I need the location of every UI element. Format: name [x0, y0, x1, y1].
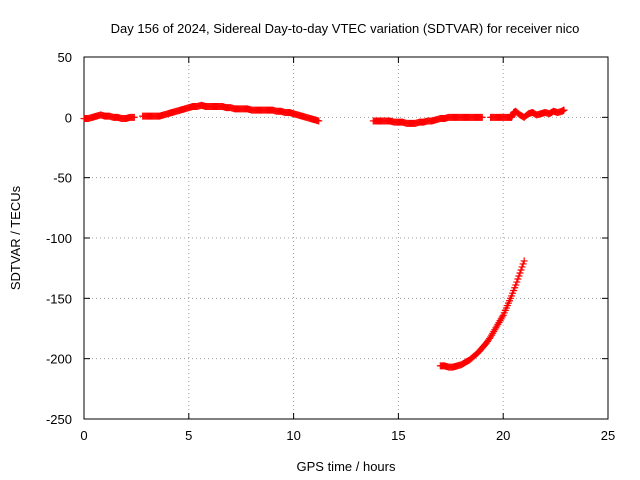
y-tick-label: -150 — [46, 291, 72, 306]
data-point — [515, 272, 523, 280]
data-point — [478, 113, 486, 121]
x-axis-label: GPS time / hours — [297, 459, 396, 474]
data-point — [516, 269, 524, 277]
x-tick-label: 5 — [185, 428, 192, 443]
data-point — [514, 275, 522, 283]
y-tick-label: 50 — [58, 50, 72, 65]
x-tick-label: 0 — [80, 428, 87, 443]
series-segment-4 — [487, 106, 568, 121]
series-segment-2 — [139, 101, 323, 125]
data-point — [512, 281, 520, 289]
chart-title: Day 156 of 2024, Sidereal Day-to-day VTE… — [111, 21, 580, 36]
data-point — [518, 263, 526, 271]
x-tick-label: 25 — [601, 428, 615, 443]
data-point — [130, 113, 138, 121]
y-axis-label: SDTVAR / TECUs — [8, 185, 23, 290]
data-point — [560, 106, 568, 114]
data-point — [315, 117, 323, 125]
x-tick-label: 20 — [496, 428, 510, 443]
y-tick-label: 0 — [65, 110, 72, 125]
data-point — [517, 266, 525, 274]
data-point — [513, 278, 521, 286]
series-segment-5 — [436, 257, 528, 371]
data-points — [80, 101, 568, 371]
data-point — [520, 257, 528, 265]
x-tick-label: 15 — [391, 428, 405, 443]
x-tick-label: 10 — [286, 428, 300, 443]
y-tick-label: -100 — [46, 231, 72, 246]
y-tick-label: -50 — [53, 171, 72, 186]
y-tick-label: -250 — [46, 412, 72, 427]
series-segment-3 — [369, 113, 486, 127]
axis-ticks: 0 5 10 15 20 25 50 0 -50 -100 -150 -200 -250 — [46, 50, 615, 443]
data-point — [519, 260, 527, 268]
y-tick-label: -200 — [46, 352, 72, 367]
series-segment-1 — [80, 111, 138, 123]
